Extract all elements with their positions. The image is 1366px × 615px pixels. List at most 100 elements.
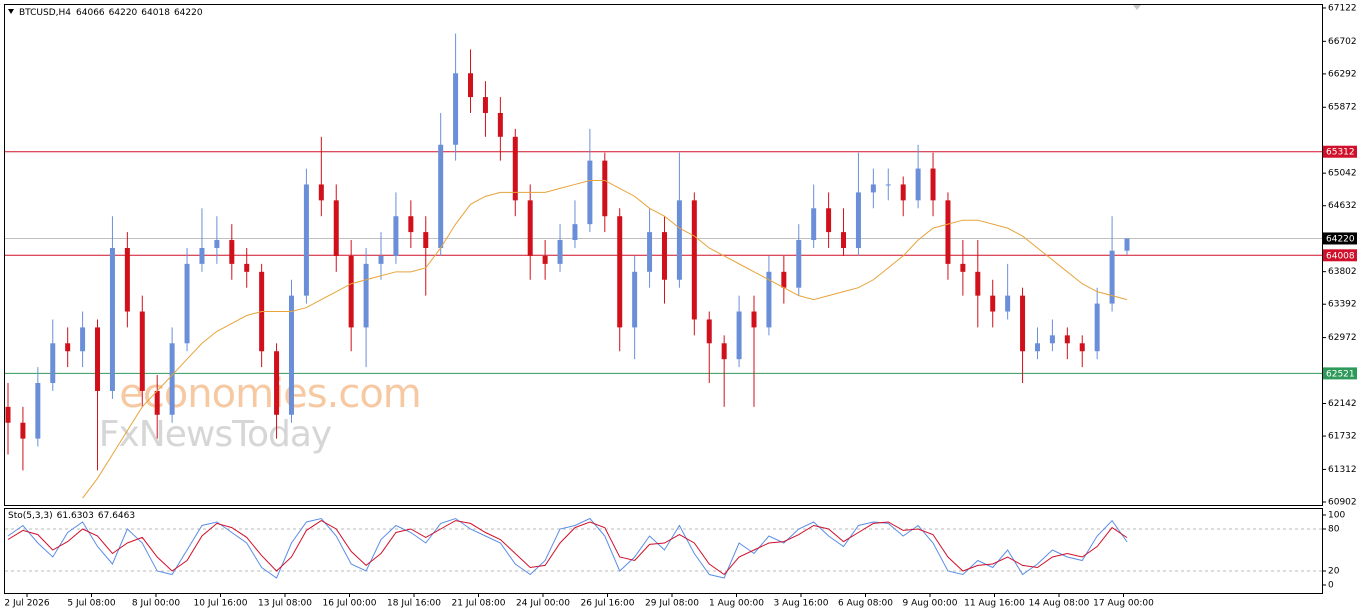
candle-body — [900, 184, 906, 201]
candle-body — [885, 184, 891, 186]
price-tag — [1323, 249, 1357, 262]
ohlc-open: 64066 — [76, 8, 105, 18]
x-tick-label: 8 Jul 00:00 — [132, 599, 181, 609]
candle-body — [691, 200, 697, 320]
candle-body — [438, 144, 444, 248]
candle-body — [1124, 238, 1130, 251]
candle-body — [348, 255, 354, 328]
x-tick-label: 26 Jul 16:00 — [581, 599, 635, 609]
candle-body — [855, 192, 861, 248]
candle-body — [139, 311, 145, 391]
x-tick-label: 5 Jul 08:00 — [67, 599, 116, 609]
candle-body — [930, 168, 936, 201]
ohlc-low: 64018 — [141, 8, 170, 18]
candle-body — [572, 224, 578, 241]
candle-body — [1034, 343, 1040, 352]
price-tag — [1323, 232, 1357, 245]
candle-body — [229, 240, 235, 264]
x-tick-label: 29 Jul 08:00 — [645, 599, 699, 609]
stochastic-k — [7, 517, 1128, 579]
x-tick-label: 13 Jul 08:00 — [258, 599, 312, 609]
candle-body — [5, 406, 11, 423]
x-tick-label: 17 Aug 00:00 — [1093, 599, 1154, 609]
candle-body — [378, 255, 384, 264]
candle-body — [751, 311, 757, 328]
y-tick-label: 20 — [1328, 567, 1340, 577]
price-tag — [1323, 145, 1357, 158]
candle-body — [35, 383, 41, 439]
y-tick-label: 80 — [1328, 525, 1340, 535]
candle-body — [453, 73, 459, 145]
y-tick-label: 0 — [1328, 581, 1334, 591]
candle-body — [647, 232, 653, 272]
x-tick-label: 6 Aug 08:00 — [838, 599, 893, 609]
candle-body — [124, 247, 130, 312]
y-tick-label: 62972 — [1328, 333, 1357, 343]
y-tick-label: 63802 — [1328, 267, 1357, 277]
indicator-d: 67.6463 — [98, 511, 135, 521]
candle-body — [393, 216, 399, 256]
candle-body — [65, 343, 71, 352]
candle-body — [1079, 343, 1085, 352]
price-tag — [1323, 367, 1357, 380]
candle-body — [1049, 335, 1055, 344]
candle-body — [1109, 250, 1115, 304]
candle-body — [214, 240, 220, 248]
candle-body — [602, 160, 608, 217]
candle-body — [20, 422, 26, 439]
indicator-header: Sto(5,3,3) 61.6303 67.6463 — [8, 511, 135, 521]
candle-body — [781, 271, 787, 288]
candle-body — [468, 73, 474, 98]
candle-body — [557, 240, 563, 264]
candle-body — [706, 319, 712, 344]
candle-body — [497, 112, 503, 137]
candle-body — [184, 263, 190, 344]
candle-body — [1094, 303, 1100, 352]
candle-body — [736, 311, 742, 360]
candle-body — [632, 271, 638, 328]
candle-body — [1005, 295, 1011, 312]
y-tick-label: 60902 — [1328, 497, 1357, 507]
candle-body — [796, 240, 802, 288]
candle-body — [661, 232, 667, 280]
watermark: FxNewsToday — [99, 414, 332, 455]
candle-body — [841, 232, 847, 248]
candle-body — [303, 184, 309, 296]
candle-body — [1064, 335, 1070, 344]
candle-body — [95, 327, 101, 391]
candle-body — [244, 263, 250, 272]
x-tick-label: 16 Jul 00:00 — [323, 599, 377, 609]
candle-body — [766, 271, 772, 328]
candle-body — [870, 184, 876, 193]
candle-body — [915, 168, 921, 201]
shift-marker[interactable] — [1133, 5, 1141, 10]
x-tick-label: 11 Aug 16:00 — [964, 599, 1025, 609]
candle-body — [542, 255, 548, 264]
menu-arrow[interactable] — [8, 9, 14, 14]
candle-body — [721, 343, 727, 360]
symbol: BTCUSD,H4 — [19, 8, 71, 18]
candle-body — [423, 232, 429, 248]
y-tick-label: 65042 — [1328, 169, 1357, 179]
main-panel — [4, 4, 1323, 506]
y-tick-label: 61732 — [1328, 432, 1357, 442]
y-tick-label: 100 — [1328, 511, 1345, 521]
price-tag-label: 65312 — [1326, 148, 1355, 158]
candle-body — [318, 184, 324, 201]
candle-body — [960, 263, 966, 272]
candle-body — [975, 271, 981, 296]
candle-body — [80, 327, 86, 352]
y-tick-label: 66702 — [1328, 37, 1357, 47]
candle-body — [527, 200, 533, 256]
candle-body — [512, 136, 518, 201]
indicator-k: 61.6303 — [57, 511, 94, 521]
x-tick-label: 14 Aug 08:00 — [1029, 599, 1090, 609]
y-tick-label: 63392 — [1328, 300, 1357, 310]
y-tick-label: 66292 — [1328, 69, 1357, 79]
watermark: economies.com — [119, 371, 421, 417]
indicator-name: Sto(5,3,3) — [8, 511, 53, 521]
candle-body — [333, 200, 339, 256]
candle-body — [617, 216, 623, 328]
